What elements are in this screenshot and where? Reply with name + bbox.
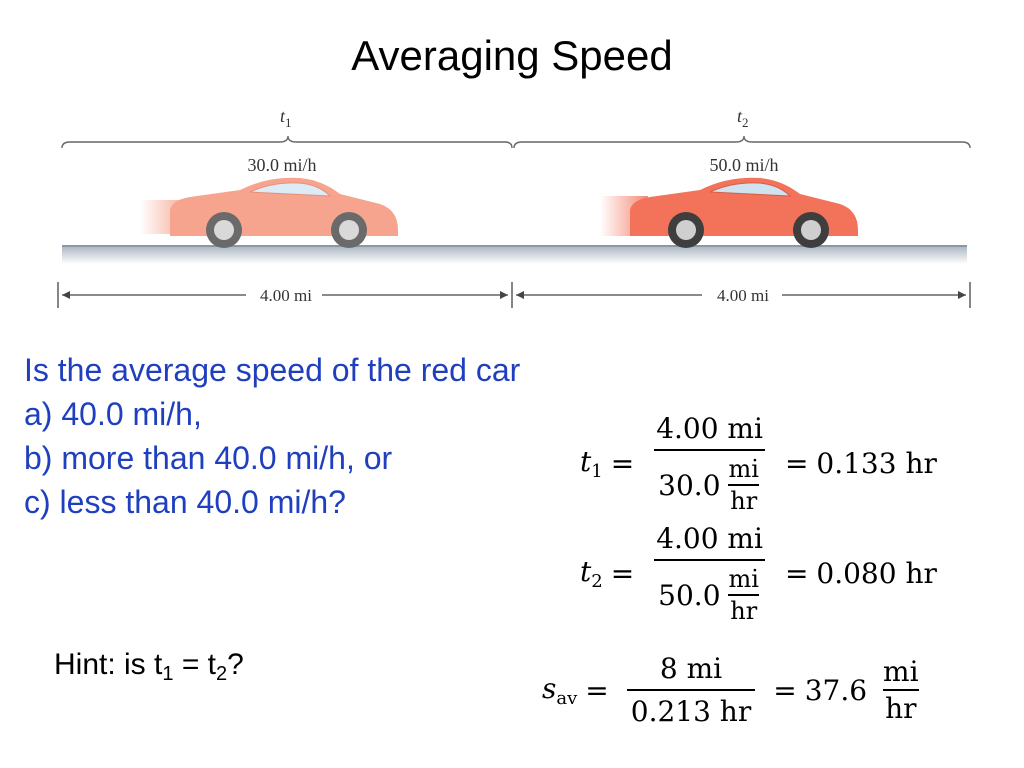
option-a: a) 40.0 mi/h, (24, 396, 202, 432)
result-unit: hr (905, 557, 937, 590)
result-unit: mi hr (883, 655, 919, 725)
result-value: 0.133 (816, 447, 897, 480)
equation-lhs: sav (542, 671, 578, 709)
denominator: 30.0 mi hr (654, 449, 765, 515)
numerator: 4.00 mi (656, 412, 763, 445)
road (62, 245, 967, 264)
slide-title: Averaging Speed (351, 32, 673, 79)
equation-t2: t2 = 4.00 mi 50.0 mi hr = 0.080 hr (580, 522, 937, 625)
question-text: Is the average speed of the red car a) 4… (24, 348, 520, 524)
distance-marker-1 (57, 282, 513, 308)
red-car-slow (140, 177, 398, 248)
option-b: b) more than 40.0 mi/h, or (24, 440, 393, 476)
result-value: 0.080 (816, 557, 897, 590)
t2-label: t2 (737, 106, 749, 130)
cars-diagram: t1 t2 30.0 mi/h 50.0 mi/h (57, 106, 971, 308)
equation-lhs: t1 (580, 445, 603, 482)
equation-t1: t1 = 4.00 mi 30.0 mi hr = 0.133 hr (580, 412, 937, 515)
hint-text: Hint: is t1 = t2? (54, 648, 244, 685)
equation-sav: sav = 8 mi 0.213 hr = 37.6 mi hr (542, 652, 919, 728)
speed-label-2: 50.0 mi/h (709, 155, 778, 175)
t1-label: t1 (280, 106, 292, 130)
numerator: 8 mi (659, 652, 723, 685)
result-value: 37.6 (804, 673, 868, 707)
distance-label-2: 4.00 mi (717, 286, 769, 305)
distance-marker-2 (516, 282, 971, 308)
numerator: 4.00 mi (656, 522, 763, 555)
option-c: c) less than 40.0 mi/h? (24, 484, 346, 520)
time-bracket-t1 (61, 135, 513, 149)
denominator: 50.0 mi hr (654, 559, 765, 625)
equation-lhs: t2 (580, 555, 603, 592)
result-unit: hr (905, 447, 937, 480)
speed-label-1: 30.0 mi/h (247, 155, 316, 175)
red-car-fast (600, 177, 858, 248)
denominator: 0.213 hr (626, 689, 756, 728)
time-bracket-t2 (513, 135, 971, 149)
question-line: Is the average speed of the red car (24, 352, 521, 388)
distance-label-1: 4.00 mi (260, 286, 312, 305)
